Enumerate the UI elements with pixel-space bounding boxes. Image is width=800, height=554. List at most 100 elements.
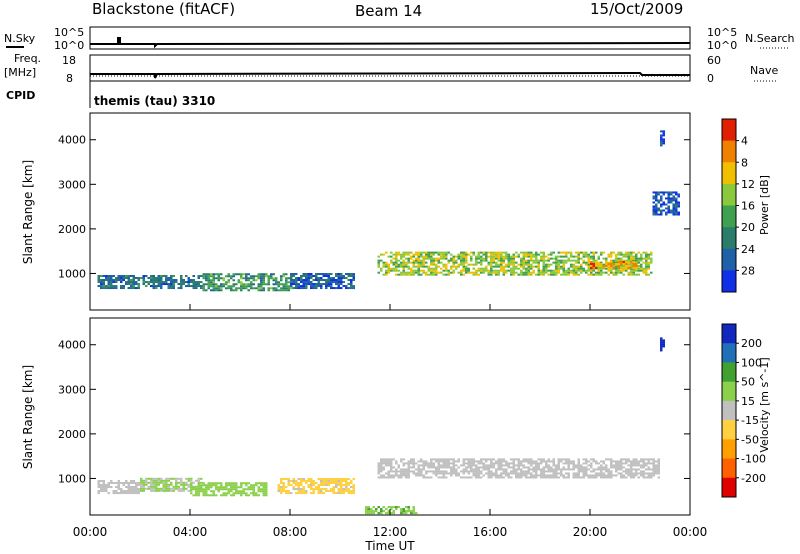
heatmap-cell [652,191,655,194]
heatmap-cell [465,462,468,465]
heatmap-cell [635,262,638,265]
heatmap-cell [200,486,203,489]
heatmap-cell [432,462,435,465]
heatmap-cell [627,271,630,274]
heatmap-cell [662,193,665,196]
heatmap-cell [562,466,565,469]
heatmap-cell [430,273,433,276]
heatmap-cell [112,492,115,495]
heatmap-cell [275,281,278,284]
heatmap-cell [522,261,525,264]
heatmap-cell [517,474,520,477]
heatmap-cell [595,259,598,262]
heatmap-cell [462,257,465,260]
heatmap-cell [417,472,420,475]
heatmap-cell [590,464,593,467]
heatmap-cell [242,482,245,485]
heatmap-cell [430,466,433,469]
heatmap-cell [600,474,603,477]
heatmap-cell [577,265,580,268]
heatmap-cell [242,285,245,288]
heatmap-cell [480,267,483,270]
heatmap-cell [410,460,413,463]
heatmap-cell [207,486,210,489]
heatmap-cell [162,489,165,492]
heatmap-cell [227,279,230,282]
heatmap-cell [620,464,623,467]
heatmap-cell [322,283,325,286]
heatmap-cell [147,477,150,480]
heatmap-cell [385,251,388,254]
heatmap-cell [437,472,440,475]
heatmap-cell [530,259,533,262]
heatmap-cell [475,273,478,276]
heatmap-cell [495,251,498,254]
heatmap-cell [585,255,588,258]
heatmap-cell [297,277,300,280]
heatmap-cell [412,253,415,256]
heatmap-cell [402,253,405,256]
heatmap-cell [630,260,633,263]
heatmap-cell [477,257,480,260]
heatmap-cell [197,281,200,284]
colorbar-swatch [722,119,736,142]
heatmap-cell [155,287,158,290]
heatmap-cell [505,474,508,477]
heatmap-cell [525,458,528,461]
heatmap-cell [207,279,210,282]
heatmap-cell [610,474,613,477]
heatmap-cell [227,287,230,290]
heatmap-cell [665,203,668,206]
heatmap-cell [377,472,380,475]
heatmap-cell [645,265,648,268]
heatmap-cell [427,251,430,254]
heatmap-cell [165,481,168,484]
heatmap-cell [425,273,428,276]
heatmap-cell [167,287,170,290]
nave-tick-bottom: 0 [707,72,714,85]
heatmap-cell [347,275,350,278]
heatmap-cell [212,273,215,276]
heatmap-cell [335,492,338,495]
heatmap-cell [650,261,653,264]
heatmap-cell [240,484,243,487]
heatmap-cell [340,279,343,282]
heatmap-cell [467,253,470,256]
heatmap-cell [375,510,378,513]
heatmap-cell [420,472,423,475]
heatmap-cell [347,488,350,491]
heatmap-cell [277,490,280,493]
heatmap-cell [422,265,425,268]
heatmap-cell [525,259,528,262]
heatmap-cell [490,265,493,268]
heatmap-cell [200,287,203,290]
heatmap-cell [432,267,435,270]
heatmap-cell [195,287,198,290]
heatmap-cell [422,257,425,260]
nsky-label: N.Sky [4,32,36,45]
heatmap-cell [385,273,388,276]
heatmap-cell [432,251,435,254]
heatmap-cell [442,458,445,461]
heatmap-cell [120,490,123,493]
heatmap-cell [552,470,555,473]
heatmap-cell [347,478,350,481]
heatmap-cell [290,285,293,288]
heatmap-cell [495,255,498,258]
heatmap-cell [187,477,190,480]
heatmap-cell [650,476,653,479]
heatmap-cell [552,273,555,276]
heatmap-cell [520,472,523,475]
heatmap-cell [107,486,110,489]
heatmap-cell [600,464,603,467]
heatmap-cell [557,259,560,262]
heatmap-cell [170,287,173,290]
heatmap-cell [512,464,515,467]
heatmap-cell [542,468,545,471]
heatmap-cell [402,508,405,511]
heatmap-cell [195,494,198,497]
heatmap-cell [582,466,585,469]
heatmap-cell [265,283,268,286]
heatmap-cell [160,479,163,482]
heatmap-cell [212,275,215,278]
